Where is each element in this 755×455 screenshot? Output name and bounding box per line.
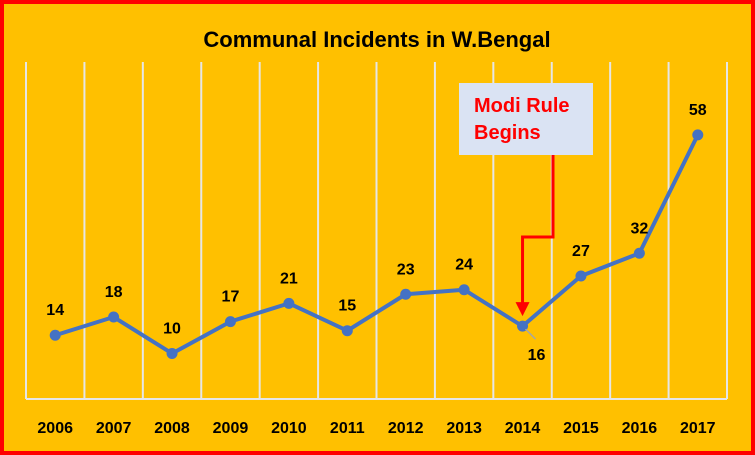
data-label: 58 <box>689 102 707 119</box>
data-point <box>633 247 645 259</box>
x-tick-label: 2009 <box>213 420 249 437</box>
x-tick-label: 2015 <box>563 420 599 437</box>
annotation-box <box>459 83 593 155</box>
data-label: 32 <box>630 220 648 237</box>
data-point <box>166 347 178 359</box>
data-label: 21 <box>280 270 298 287</box>
x-tick-label: 2006 <box>37 420 73 437</box>
x-tick-label: 2007 <box>96 420 132 437</box>
data-point <box>49 329 61 341</box>
arrow-head-icon <box>515 302 530 317</box>
annotation-text: Begins <box>474 122 541 144</box>
x-tick-label: 2017 <box>680 420 716 437</box>
leader-line <box>525 328 537 340</box>
x-tick-label: 2013 <box>446 420 482 437</box>
data-point <box>400 288 412 300</box>
data-point <box>575 270 587 282</box>
annotation-arrow <box>521 155 555 305</box>
data-label: 24 <box>455 257 473 274</box>
data-label: 23 <box>397 261 415 278</box>
data-point <box>341 325 353 337</box>
data-label: 14 <box>46 302 64 319</box>
data-label: 10 <box>163 320 181 337</box>
x-tick-label: 2012 <box>388 420 424 437</box>
x-tick-label: 2010 <box>271 420 307 437</box>
data-label: 16 <box>528 347 546 364</box>
annotation-text: Modi Rule <box>474 95 570 117</box>
data-label: 15 <box>338 298 356 315</box>
x-tick-label: 2016 <box>622 420 658 437</box>
data-label: 27 <box>572 243 590 260</box>
series-line <box>54 133 700 356</box>
x-tick-label: 2011 <box>330 420 365 437</box>
x-tick-label: 2014 <box>505 420 541 437</box>
data-label: 17 <box>222 289 240 306</box>
data-point <box>692 129 704 141</box>
data-label: 18 <box>105 284 123 301</box>
data-point <box>458 284 470 296</box>
data-point <box>224 316 236 328</box>
chart-title: Communal Incidents in W.Bengal <box>203 27 550 52</box>
data-point <box>108 311 120 323</box>
data-point <box>283 297 295 309</box>
x-tick-label: 2008 <box>154 420 190 437</box>
data-point <box>517 320 529 332</box>
